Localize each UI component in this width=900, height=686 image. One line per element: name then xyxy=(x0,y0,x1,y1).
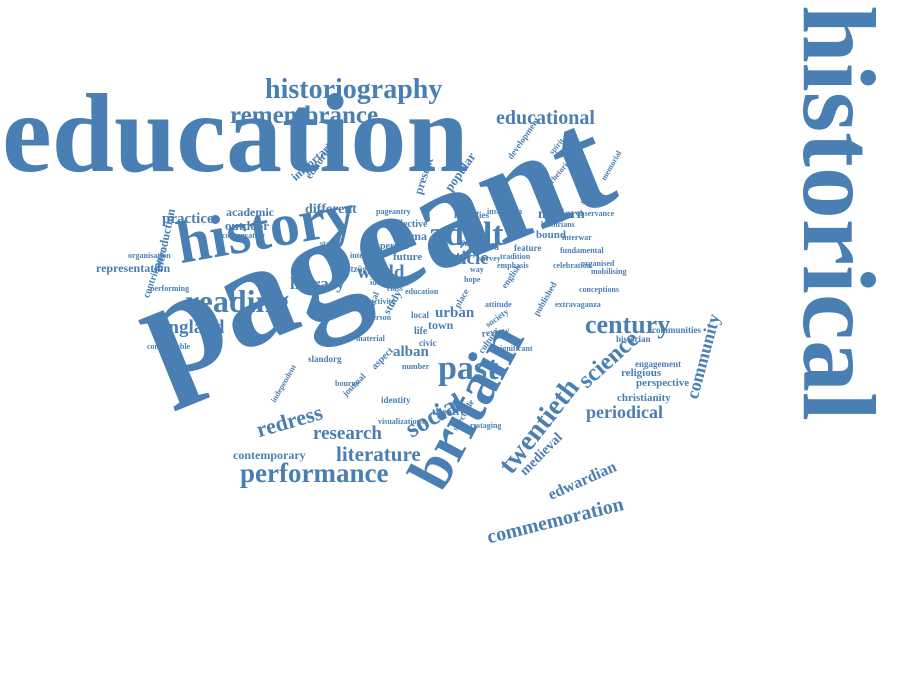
word-considerable: considerable xyxy=(147,342,191,351)
word-number: number xyxy=(402,362,430,371)
word-period: period xyxy=(380,241,408,252)
word-organised: organised xyxy=(581,259,615,268)
word-england: england xyxy=(160,317,225,338)
word-observance: observance xyxy=(576,209,615,218)
word-pageantry: pageantry xyxy=(376,207,411,216)
word-visualizations: visualizations xyxy=(378,417,425,426)
word-identifies: identifies xyxy=(454,210,489,220)
word-different: different xyxy=(305,202,357,217)
word-way: way xyxy=(470,265,484,274)
word-edward: edward xyxy=(473,243,499,252)
word-urban: urban xyxy=(435,305,475,321)
word-historians: historians xyxy=(541,220,575,229)
word-performing: performing xyxy=(150,284,190,293)
word-remembrance: remembrance xyxy=(230,102,379,129)
word-century: century xyxy=(585,310,671,339)
word-identity: identity xyxy=(381,395,411,405)
word-educational: educational xyxy=(496,107,595,129)
word-perspective: perspective xyxy=(636,377,690,389)
word-emphasis: emphasis xyxy=(497,261,529,270)
word-activity: activity xyxy=(370,297,396,306)
word-internal: internal xyxy=(350,251,378,260)
word-institution: institution xyxy=(487,207,523,216)
word-fundamental: fundamental xyxy=(560,246,604,255)
word-life: life xyxy=(414,326,428,337)
word-tradition: tradition xyxy=(500,252,531,261)
word-research: research xyxy=(313,423,382,444)
word-conceptions: conceptions xyxy=(579,285,619,294)
word-festz-ge: festzüge xyxy=(340,264,371,274)
word-reading: reading xyxy=(185,283,290,319)
word-education: education xyxy=(2,72,469,196)
word-celebration: celebration xyxy=(553,261,592,270)
word-organisation: organisation xyxy=(128,251,171,260)
word-bourne: bourne xyxy=(335,379,360,388)
word-historiography: historiography xyxy=(265,74,443,105)
word-class: class xyxy=(387,284,403,293)
word-modern: modern xyxy=(538,207,585,222)
word-world: world xyxy=(357,262,405,283)
word-feature: feature xyxy=(514,243,542,253)
word-future: future xyxy=(393,251,423,263)
word-person: person xyxy=(368,313,392,322)
word-performance: performance xyxy=(240,458,389,488)
word-past: past xyxy=(438,350,499,387)
word-collective: collective xyxy=(388,219,428,230)
word-article: article xyxy=(437,248,489,269)
word-conservative: conservative xyxy=(222,231,265,240)
word-slandorg: slandorg xyxy=(308,354,342,364)
word-local: local xyxy=(411,310,429,320)
word-published: published xyxy=(531,279,559,318)
word-mobilising: mobilising xyxy=(591,267,627,276)
word-extravaganza: extravaganza xyxy=(555,300,601,309)
word-significant: significant xyxy=(497,344,533,353)
word-engagement: engagement xyxy=(635,359,681,369)
word-alban: alban xyxy=(393,344,429,360)
word-communities: communities xyxy=(652,325,701,335)
word-bound: bound xyxy=(536,229,566,241)
word-christianity: christianity xyxy=(617,392,671,404)
word-civic: civic xyxy=(419,338,437,348)
word-representation: representation xyxy=(96,261,171,275)
word-religious: religious xyxy=(621,367,662,379)
word-attitude: attitude xyxy=(485,300,512,309)
word-state: state xyxy=(320,239,336,248)
word-historian: historian xyxy=(616,334,651,344)
word-literacy: literacy xyxy=(290,274,345,293)
word-literature: literature xyxy=(336,442,421,466)
word-idea: idea xyxy=(370,278,385,287)
word-periodical: periodical xyxy=(586,402,663,422)
word-restaging: restaging xyxy=(470,421,502,430)
word-academic: academic xyxy=(226,205,274,219)
word-theatre: theatre xyxy=(432,406,466,418)
word-contemporary: contemporary xyxy=(233,448,306,462)
word-drama: drama xyxy=(393,229,427,243)
word-historical: historical xyxy=(781,5,896,421)
word-practice: practice xyxy=(162,211,214,227)
word-material: material xyxy=(356,334,385,343)
word-outdoor: outdoor xyxy=(225,218,270,233)
word-interwar: interwar xyxy=(562,233,592,242)
word-town: town xyxy=(428,318,454,332)
word-special: special xyxy=(457,237,483,247)
word-purpose: purpose xyxy=(460,239,488,248)
word-adult: adult xyxy=(428,216,504,253)
word-survey: survey xyxy=(478,254,501,263)
word-education: education xyxy=(405,287,439,296)
word-hope: hope xyxy=(464,275,481,284)
